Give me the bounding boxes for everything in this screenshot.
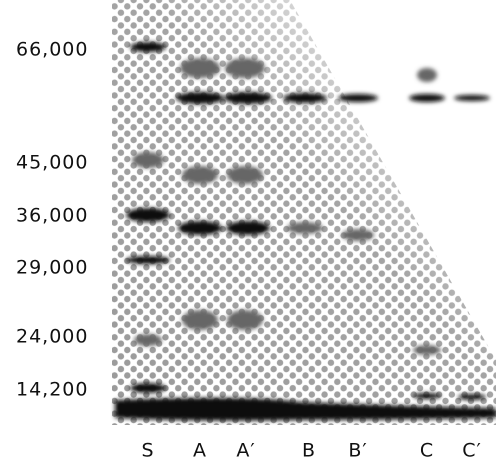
dye-front [115,397,496,421]
marker-labels: 66,000 45,000 36,000 29,000 24,000 14,20… [16,39,88,401]
band [130,383,166,393]
lane-label: S [141,440,154,462]
band [413,393,441,399]
marker-label: 14,200 [16,379,88,401]
lane-label: C [420,440,434,462]
marker-label: 29,000 [16,257,88,279]
lane-label: B [302,440,316,462]
bands [115,42,496,421]
band [182,166,218,184]
band [413,345,441,355]
band [409,94,445,102]
lane-label: B′ [348,440,367,462]
marker-label: 45,000 [16,152,88,174]
band [342,229,374,241]
band [132,152,164,168]
band [454,95,490,101]
lane-labels: S A A′ B B′ C C′ [141,440,482,462]
band [458,394,486,400]
band [283,93,327,103]
band [225,58,265,78]
band [126,256,170,264]
band [176,92,224,104]
band [224,92,272,104]
band [178,221,222,235]
band [417,68,437,82]
lane-label: A [193,440,207,462]
band [134,334,162,346]
lane-label: A′ [236,440,255,462]
band [287,222,323,234]
band [180,58,220,78]
gel [112,0,496,425]
marker-label: 36,000 [16,205,88,227]
band [338,94,378,102]
band [227,166,263,184]
band [126,208,170,222]
band [226,221,270,235]
gel-background [112,0,496,425]
band [182,310,218,330]
band [227,310,263,330]
lane-label: C′ [462,440,482,462]
band [130,42,166,52]
marker-label: 66,000 [16,39,88,61]
marker-label: 24,000 [16,326,88,348]
